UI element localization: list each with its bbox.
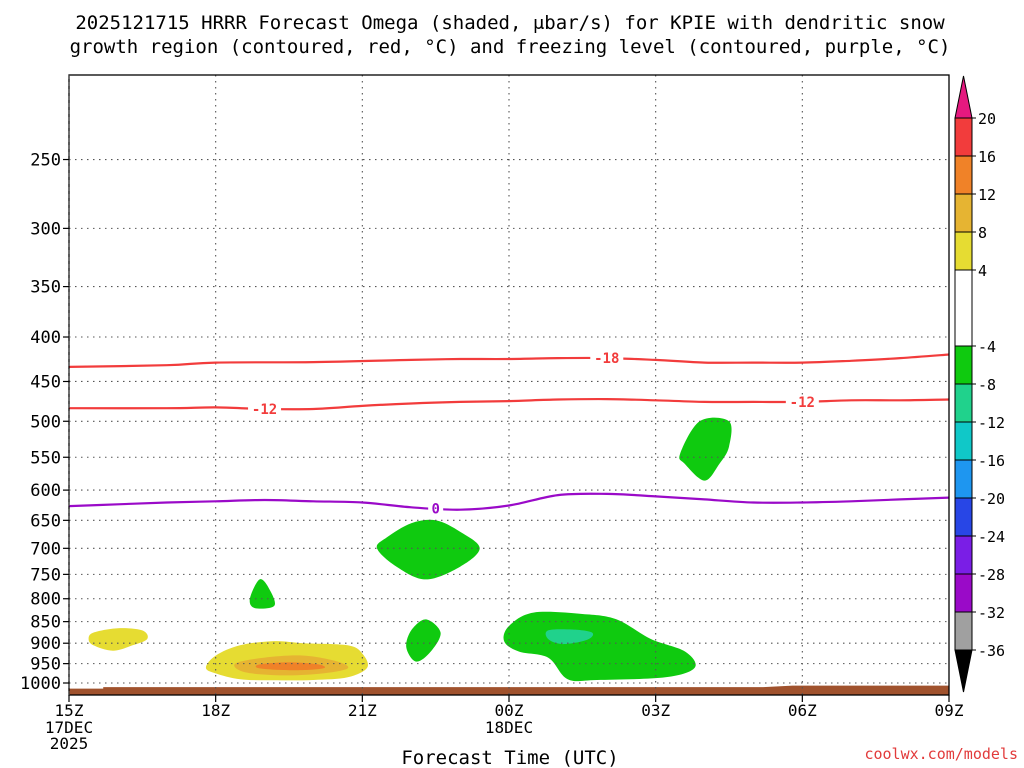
colorbar-bin--12-to--8 — [954, 383, 973, 423]
colorbar-label--4: -4 — [978, 338, 996, 356]
x-tick-label-00Z: 00Z — [495, 701, 524, 720]
y-tick-label-250: 250 — [30, 151, 61, 171]
colorbar-bin-4-to-8 — [954, 231, 973, 271]
chart-title-line-2: growth region (contoured, red, °C) and f… — [70, 36, 951, 58]
colorbar-label--28: -28 — [978, 566, 1005, 584]
colorbar-label-8: 8 — [978, 224, 987, 242]
colorbar-label--16: -16 — [978, 452, 1005, 470]
y-tick-label-750: 750 — [30, 565, 61, 585]
chart-title-line-1: 2025121715 HRRR Forecast Omega (shaded, … — [75, 12, 945, 34]
plot-area: -18 -12 -12 0 — [69, 75, 949, 695]
colorbar-bin--24-to--20 — [954, 497, 973, 537]
x-tick-label-21Z: 21Z — [348, 701, 377, 720]
y-tick-label-300: 300 — [30, 219, 61, 239]
y-tick-label-450: 450 — [30, 372, 61, 392]
colorbar-label--24: -24 — [978, 528, 1005, 546]
colorbar-label-4: 4 — [978, 262, 987, 280]
x-tick-label-15Z: 15Z — [55, 701, 84, 720]
freezing-level-line — [69, 492, 949, 511]
x-date-label-2025: 2025 — [50, 734, 89, 753]
omega-positive-12-16 — [255, 662, 326, 671]
omega-negative-mid — [376, 519, 480, 580]
colorbar-bottom-arrow — [954, 649, 973, 693]
minus12-isotherm-label-0: -12 — [252, 402, 277, 418]
y-tick-label-950: 950 — [30, 655, 61, 675]
freezing-level-label-bg-0 — [428, 501, 444, 516]
omega-negative-small-center — [406, 619, 441, 662]
minus18-isotherm-line — [69, 353, 949, 368]
colorbar-label--12: -12 — [978, 414, 1005, 432]
colorbar-label-16: 16 — [978, 148, 996, 166]
y-tick-label-400: 400 — [30, 328, 61, 348]
y-tick-label-700: 700 — [30, 539, 61, 559]
minus12-isotherm-label-bg-1 — [785, 394, 819, 409]
colorbar-label--8: -8 — [978, 376, 996, 394]
axes: 2503003504004505005506006507007508008509… — [20, 74, 964, 753]
terrain-ground — [69, 685, 949, 695]
x-tick-label-06Z: 06Z — [788, 701, 817, 720]
y-tick-label-550: 550 — [30, 448, 61, 468]
x-date-label-18DEC: 18DEC — [485, 718, 533, 737]
x-tick-label-03Z: 03Z — [641, 701, 670, 720]
y-tick-label-350: 350 — [30, 278, 61, 298]
omega-negative-lower-right — [503, 611, 696, 682]
y-tick-label-800: 800 — [30, 590, 61, 610]
y-tick-label-500: 500 — [30, 412, 61, 432]
freezing-level-label-0: 0 — [431, 502, 439, 518]
x-tick-label-09Z: 09Z — [935, 701, 964, 720]
x-tick-label-18Z: 18Z — [201, 701, 230, 720]
colorbar-bin--8-to--4 — [954, 345, 973, 385]
colorbar-bin--32-to--28 — [954, 573, 973, 613]
colorbar-bin--36-to--32 — [954, 611, 973, 651]
minus12-isotherm-label-bg-0 — [248, 401, 282, 416]
colorbar-label--32: -32 — [978, 604, 1005, 622]
x-axis-title: Forecast Time (UTC) — [401, 747, 618, 768]
y-tick-label-900: 900 — [30, 634, 61, 654]
y-tick-label-1000: 1000 — [20, 674, 61, 694]
colorbar-bin-12-to-16 — [954, 155, 973, 195]
colorbar-bin-16-to-20 — [954, 117, 973, 157]
colorbar-label-12: 12 — [978, 186, 996, 204]
credit-text: coolwx.com/models — [864, 745, 1018, 763]
y-tick-label-850: 850 — [30, 613, 61, 633]
colorbar-bin--16-to--12 — [954, 421, 973, 461]
omega-negative-small-left — [249, 579, 275, 609]
minus18-isotherm-label-0: -18 — [594, 351, 619, 367]
minus12-isotherm-label-1: -12 — [790, 395, 815, 411]
omega-positive-4-8-west — [88, 628, 148, 651]
colorbar-bin-8-to-12 — [954, 193, 973, 233]
colorbar-label--20: -20 — [978, 490, 1005, 508]
colorbar: 20 16 12 8 4 -4 -8 -12 -16 -20 -24 -28 -32 -36 — [954, 75, 1005, 693]
y-tick-label-650: 650 — [30, 511, 61, 531]
omega-negative-upper-right — [679, 417, 732, 481]
minus18-isotherm-label-bg-0 — [590, 351, 624, 366]
omega-negative-minus8-12 — [545, 629, 594, 645]
x-date-label-17DEC: 17DEC — [45, 718, 93, 737]
colorbar-bin--4-to-4 — [954, 269, 973, 347]
colorbar-bin--20-to--16 — [954, 459, 973, 499]
colorbar-label--36: -36 — [978, 642, 1005, 660]
y-tick-label-600: 600 — [30, 481, 61, 501]
plot-inner: -18 -12 -12 0 — [69, 75, 949, 695]
colorbar-label-20: 20 — [978, 110, 996, 128]
colorbar-bin--28-to--24 — [954, 535, 973, 575]
